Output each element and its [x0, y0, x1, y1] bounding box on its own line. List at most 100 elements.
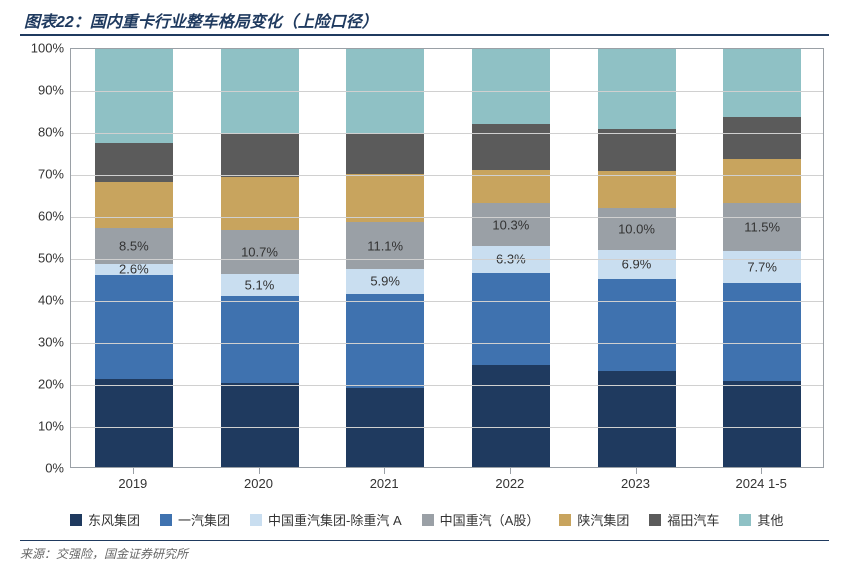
- legend-label: 中国重汽集团-除重汽 A: [268, 510, 402, 529]
- legend-swatch-icon: [250, 514, 262, 526]
- bar-2021: [346, 49, 424, 467]
- segment-foton: [346, 133, 424, 175]
- figure-container: 图表22：国内重卡行业整车格局变化（上险口径） 2.6%8.5%5.1%10.7…: [0, 0, 849, 569]
- y-tick-label: 30%: [16, 335, 64, 350]
- segment-dongfeng: [221, 383, 299, 467]
- segment-foton: [723, 117, 801, 159]
- segment-faw: [346, 294, 424, 388]
- y-tick-label: 50%: [16, 251, 64, 266]
- segment-cnhtc_ex: [221, 274, 299, 295]
- segment-cnhtc_ex: [598, 250, 676, 279]
- y-tick-label: 60%: [16, 209, 64, 224]
- legend-item-cnhtc_ex: 中国重汽集团-除重汽 A: [250, 510, 402, 529]
- segment-foton: [472, 124, 550, 170]
- segment-faw: [723, 283, 801, 381]
- x-tick-mark: [761, 468, 762, 474]
- segment-cnhtc_a: [221, 230, 299, 275]
- x-tick-label: 2021: [370, 476, 399, 491]
- grid-line: [71, 301, 823, 302]
- grid-line: [71, 259, 823, 260]
- bar-2024-1-5: [723, 49, 801, 467]
- segment-faw: [95, 275, 173, 380]
- y-tick-label: 70%: [16, 167, 64, 182]
- segment-shaanxi: [221, 177, 299, 229]
- segment-shaanxi: [723, 159, 801, 203]
- legend-label: 福田汽车: [667, 510, 719, 529]
- legend-label: 其他: [757, 510, 783, 529]
- legend-item-faw: 一汽集团: [160, 510, 230, 529]
- segment-shaanxi: [598, 171, 676, 209]
- legend-swatch-icon: [70, 514, 82, 526]
- segment-foton: [95, 143, 173, 183]
- grid-line: [71, 343, 823, 344]
- legend-item-other: 其他: [739, 510, 783, 529]
- segment-faw: [221, 296, 299, 384]
- grid-line: [71, 385, 823, 386]
- segment-cnhtc_a: [472, 203, 550, 246]
- segment-cnhtc_a: [598, 208, 676, 250]
- segment-faw: [598, 279, 676, 371]
- legend-swatch-icon: [559, 514, 571, 526]
- x-tick-label: 2020: [244, 476, 273, 491]
- grid-line: [71, 217, 823, 218]
- bars-layer: 2.6%8.5%5.1%10.7%5.9%11.1%6.3%10.3%6.9%1…: [71, 49, 823, 467]
- bar-2022: [472, 49, 550, 467]
- grid-line: [71, 91, 823, 92]
- y-tick-label: 100%: [16, 41, 64, 56]
- chart-legend: 东风集团 一汽集团 中国重汽集团-除重汽 A 中国重汽（A股） 陕汽集团 福田汽车 其他: [70, 510, 829, 529]
- x-tick-mark: [259, 468, 260, 474]
- grid-line: [71, 133, 823, 134]
- segment-other: [472, 49, 550, 124]
- y-tick-label: 40%: [16, 293, 64, 308]
- segment-other: [95, 49, 173, 143]
- y-tick-label: 80%: [16, 125, 64, 140]
- chart-plot-area: 2.6%8.5%5.1%10.7%5.9%11.1%6.3%10.3%6.9%1…: [70, 48, 824, 468]
- segment-dongfeng: [95, 379, 173, 467]
- bar-2023: [598, 49, 676, 467]
- segment-cnhtc_ex: [723, 251, 801, 283]
- y-tick-label: 10%: [16, 419, 64, 434]
- grid-line: [71, 175, 823, 176]
- bar-2019: [95, 49, 173, 467]
- segment-cnhtc_a: [723, 203, 801, 251]
- segment-shaanxi: [95, 182, 173, 228]
- segment-cnhtc_a: [346, 222, 424, 268]
- x-tick-mark: [133, 468, 134, 474]
- legend-label: 一汽集团: [178, 510, 230, 529]
- legend-item-foton: 福田汽车: [649, 510, 719, 529]
- segment-other: [598, 49, 676, 129]
- segment-other: [723, 49, 801, 117]
- x-tick-label: 2019: [118, 476, 147, 491]
- legend-swatch-icon: [160, 514, 172, 526]
- segment-foton: [598, 129, 676, 171]
- segment-shaanxi: [346, 174, 424, 222]
- segment-cnhtc_ex: [346, 269, 424, 294]
- x-tick-label: 2022: [495, 476, 524, 491]
- legend-label: 东风集团: [88, 510, 140, 529]
- segment-cnhtc_ex: [95, 264, 173, 275]
- legend-swatch-icon: [739, 514, 751, 526]
- x-tick-label: 2024 1-5: [735, 476, 786, 491]
- segment-foton: [221, 133, 299, 177]
- legend-item-shaanxi: 陕汽集团: [559, 510, 629, 529]
- segment-faw: [472, 273, 550, 365]
- legend-item-cnhtc_a: 中国重汽（A股）: [422, 510, 540, 529]
- legend-label: 中国重汽（A股）: [440, 510, 540, 529]
- x-tick-mark: [384, 468, 385, 474]
- segment-dongfeng: [472, 365, 550, 467]
- x-tick-mark: [510, 468, 511, 474]
- legend-label: 陕汽集团: [577, 510, 629, 529]
- y-tick-label: 90%: [16, 83, 64, 98]
- title-bar: 图表22：国内重卡行业整车格局变化（上险口径）: [20, 6, 829, 36]
- source-caption: 来源：交强险，国金证券研究所: [20, 540, 829, 562]
- x-tick-mark: [636, 468, 637, 474]
- legend-item-dongfeng: 东风集团: [70, 510, 140, 529]
- chart-title: 图表22：国内重卡行业整车格局变化（上险口径）: [24, 8, 378, 32]
- bar-2020: [221, 49, 299, 467]
- legend-swatch-icon: [649, 514, 661, 526]
- legend-swatch-icon: [422, 514, 434, 526]
- y-tick-label: 20%: [16, 377, 64, 392]
- y-tick-label: 0%: [16, 461, 64, 476]
- grid-line: [71, 427, 823, 428]
- segment-dongfeng: [723, 381, 801, 467]
